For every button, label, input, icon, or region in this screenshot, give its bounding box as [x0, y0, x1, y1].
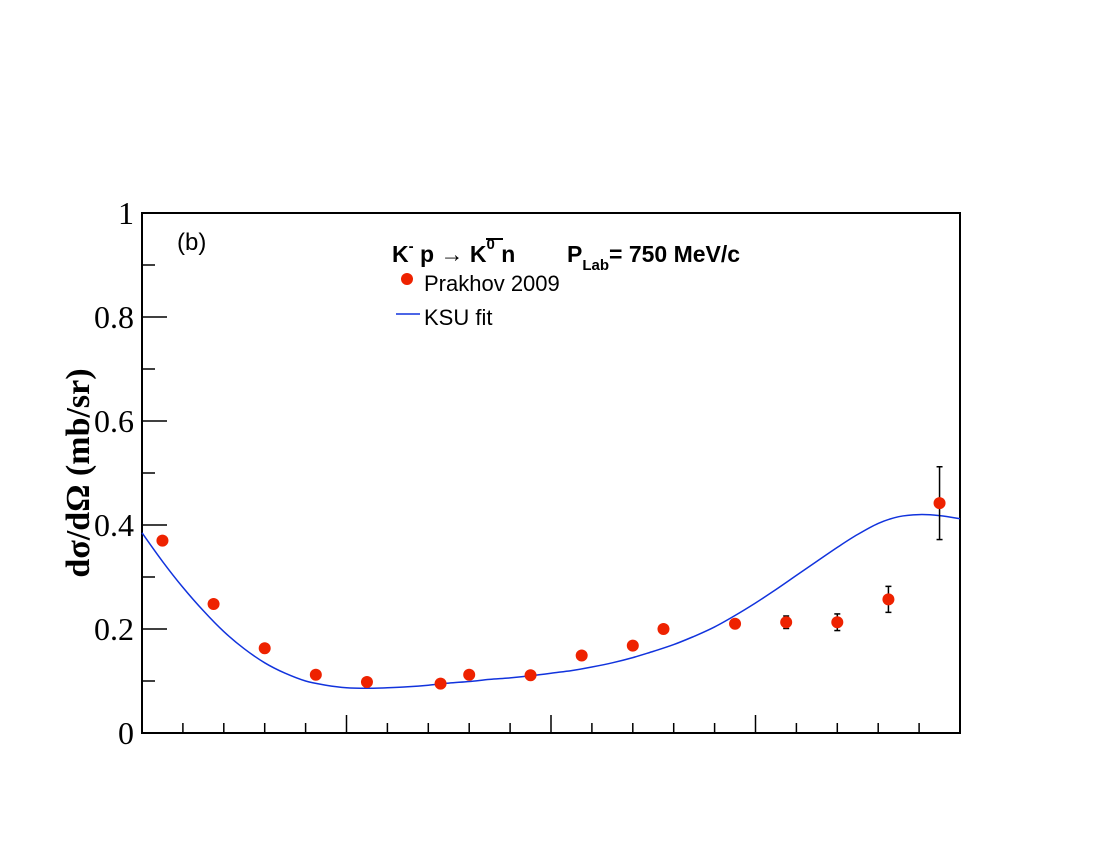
- data-point: [463, 668, 476, 681]
- legend-label-ksu-fit: KSU fit: [424, 305, 492, 330]
- data-point: [657, 623, 670, 635]
- data-point: [780, 616, 793, 629]
- y-axis-label: dσ/dΩ (mb/sr): [60, 368, 97, 577]
- y-tick-label: 1: [118, 195, 134, 231]
- title-kbar: K: [470, 241, 487, 267]
- data-point: [831, 616, 844, 629]
- title-p-sub: Lab: [582, 257, 609, 274]
- title-k: K: [392, 241, 409, 267]
- data-point: [729, 617, 742, 630]
- legend-label-prakhov: Prakhov 2009: [424, 271, 560, 296]
- y-tick-label: 0.8: [94, 299, 134, 335]
- data-point: [309, 668, 322, 681]
- axis-ticks: [141, 212, 961, 734]
- y-tick-label: 0.4: [94, 507, 134, 543]
- data-point: [360, 676, 373, 689]
- data-point: [434, 677, 447, 690]
- title-n: n: [495, 241, 515, 267]
- data-point: [933, 497, 946, 510]
- data-point: [207, 598, 220, 611]
- title-p-arrow: p →: [414, 241, 470, 267]
- title-p-rest: = 750 MeV/c: [609, 241, 740, 267]
- ksu-fit-curve: [141, 513, 961, 690]
- data-point: [258, 642, 271, 655]
- data-point: [575, 649, 588, 662]
- y-tick-label: 0: [118, 715, 134, 751]
- title-momentum: PLab= 750 MeV/c: [567, 241, 740, 274]
- panel-label: (b): [177, 229, 206, 256]
- y-tick-label: 0.6: [94, 403, 134, 439]
- data-point: [156, 534, 169, 547]
- legend: Prakhov 2009 KSU fit: [396, 271, 560, 330]
- points-layer: [156, 466, 946, 690]
- title-reaction: K- p → K0 n: [392, 236, 515, 267]
- y-tick-label: 0.2: [94, 611, 134, 647]
- fit-layer: [141, 513, 961, 690]
- legend-marker-prakhov: [401, 273, 413, 285]
- title-k-sup: -: [409, 238, 414, 255]
- y-tick-labels: 0 0.2 0.4 0.6 0.8 1: [94, 195, 134, 751]
- data-point: [626, 639, 639, 652]
- data-point: [524, 669, 537, 682]
- chart-title: K- p → K0 n PLab= 750 MeV/c: [392, 236, 740, 274]
- data-point: [882, 593, 895, 606]
- title-kbar-sup: 0: [486, 236, 494, 253]
- title-p: P: [567, 241, 582, 267]
